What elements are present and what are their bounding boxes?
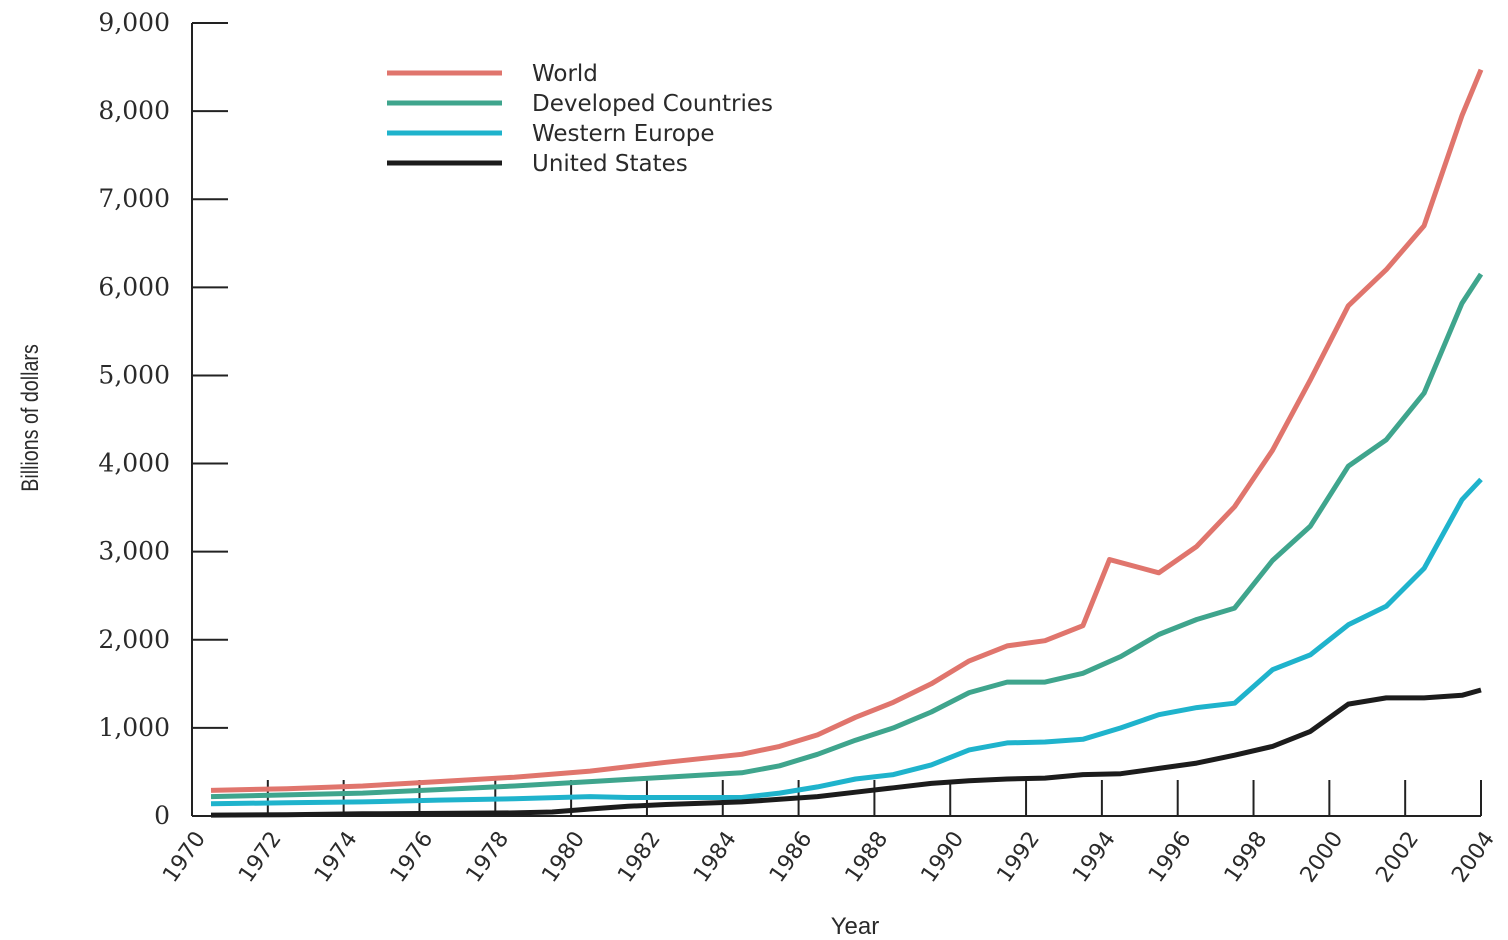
x-tick-label: 1976 — [386, 827, 439, 887]
series-line-western-europe — [210, 477, 1483, 807]
x-tick-label: 1974 — [310, 827, 363, 887]
x-tick-label: 1984 — [689, 827, 742, 887]
x-tick-label: 1998 — [1220, 827, 1273, 887]
y-tick-label: 4,000 — [98, 449, 170, 478]
x-tick-label: 2000 — [1296, 827, 1349, 887]
x-tick-label: 1996 — [1144, 827, 1197, 887]
x-tick-label: 2004 — [1447, 827, 1500, 887]
x-tick-label: 1990 — [917, 827, 970, 887]
y-tick-label: 0 — [154, 801, 170, 830]
x-tick-label: 1986 — [765, 827, 818, 887]
x-tick-label: 1970 — [158, 827, 211, 887]
x-tick-label: 1982 — [613, 827, 666, 887]
x-tick-label: 2002 — [1371, 827, 1424, 887]
series-line-world — [210, 68, 1484, 793]
legend-label-western-europe: Western Europe — [532, 121, 715, 147]
x-tick-label: 1992 — [992, 827, 1045, 887]
y-tick-label: 2,000 — [98, 625, 170, 654]
y-tick-label: 1,000 — [98, 713, 170, 742]
y-tick-label: 8,000 — [98, 96, 170, 125]
y-tick-label: 3,000 — [98, 537, 170, 566]
legend-label-united-states: United States — [532, 151, 688, 177]
legend-label-world: World — [532, 61, 598, 87]
legend: World Developed Countries Western Europe Un… — [387, 61, 773, 177]
series-lines — [210, 68, 1484, 818]
y-axis-title: Billions of dollars — [16, 344, 43, 492]
x-axis-title: Year — [831, 913, 880, 940]
y-tick-label: 6,000 — [98, 272, 170, 301]
series-line-united-states — [210, 687, 1482, 818]
x-tick-label: 1988 — [841, 827, 894, 887]
legend-label-developed-countries: Developed Countries — [532, 91, 773, 117]
y-tick-label: 5,000 — [98, 360, 170, 389]
y-tick-label: 9,000 — [98, 8, 170, 37]
y-tick-label: 7,000 — [98, 184, 170, 213]
y-axis-ticks: 0 1,000 2,000 3,000 4,000 5,000 6,000 7,000 8,00… — [98, 8, 228, 830]
x-tick-label: 1994 — [1068, 827, 1121, 887]
x-tick-label: 1972 — [234, 827, 287, 887]
x-tick-label: 1980 — [537, 827, 590, 887]
series-line-developed-countries — [210, 272, 1484, 800]
x-tick-label: 1978 — [462, 827, 515, 887]
